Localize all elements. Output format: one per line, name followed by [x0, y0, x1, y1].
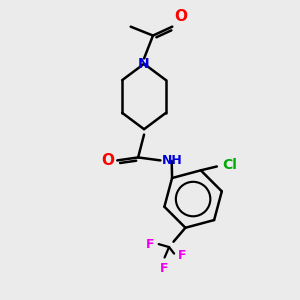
Text: F: F — [146, 238, 154, 250]
Text: O: O — [174, 9, 187, 24]
Text: N: N — [138, 57, 150, 71]
Text: Cl: Cl — [222, 158, 237, 172]
Text: NH: NH — [162, 154, 183, 167]
Text: F: F — [178, 250, 187, 262]
Text: F: F — [160, 262, 169, 275]
Text: O: O — [101, 153, 114, 168]
